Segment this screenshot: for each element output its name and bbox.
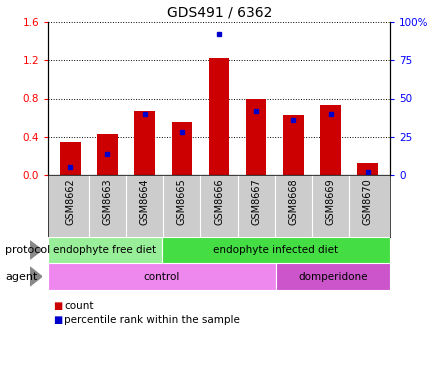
Text: GSM8666: GSM8666 xyxy=(214,178,224,225)
Polygon shape xyxy=(30,267,42,286)
Bar xyxy=(60,142,81,175)
Text: GSM8669: GSM8669 xyxy=(326,178,336,225)
Bar xyxy=(320,105,341,175)
Text: agent: agent xyxy=(5,272,37,281)
Bar xyxy=(48,263,276,290)
Text: protocol: protocol xyxy=(5,245,50,255)
Bar xyxy=(246,100,266,175)
Text: endophyte free diet: endophyte free diet xyxy=(53,245,157,255)
Text: GDS491 / 6362: GDS491 / 6362 xyxy=(167,5,273,19)
Bar xyxy=(97,134,118,175)
Text: count: count xyxy=(64,301,93,311)
Bar xyxy=(162,237,390,263)
Text: domperidone: domperidone xyxy=(298,272,368,281)
Text: GSM8670: GSM8670 xyxy=(363,178,373,225)
Text: endophyte infected diet: endophyte infected diet xyxy=(213,245,338,255)
Text: GSM8665: GSM8665 xyxy=(177,178,187,225)
Bar xyxy=(172,122,192,175)
Text: ■: ■ xyxy=(53,301,62,311)
Bar xyxy=(209,58,229,175)
Bar xyxy=(283,115,304,175)
Bar xyxy=(135,111,155,175)
Text: GSM8667: GSM8667 xyxy=(251,178,261,225)
Polygon shape xyxy=(30,241,42,259)
Text: percentile rank within the sample: percentile rank within the sample xyxy=(64,315,240,325)
Bar xyxy=(276,263,390,290)
Text: control: control xyxy=(144,272,180,281)
Text: GSM8664: GSM8664 xyxy=(139,178,150,225)
Bar xyxy=(357,163,378,175)
Text: GSM8663: GSM8663 xyxy=(103,178,113,225)
Text: ■: ■ xyxy=(53,315,62,325)
Text: GSM8662: GSM8662 xyxy=(65,178,75,225)
Bar xyxy=(48,237,162,263)
Text: GSM8668: GSM8668 xyxy=(288,178,298,225)
